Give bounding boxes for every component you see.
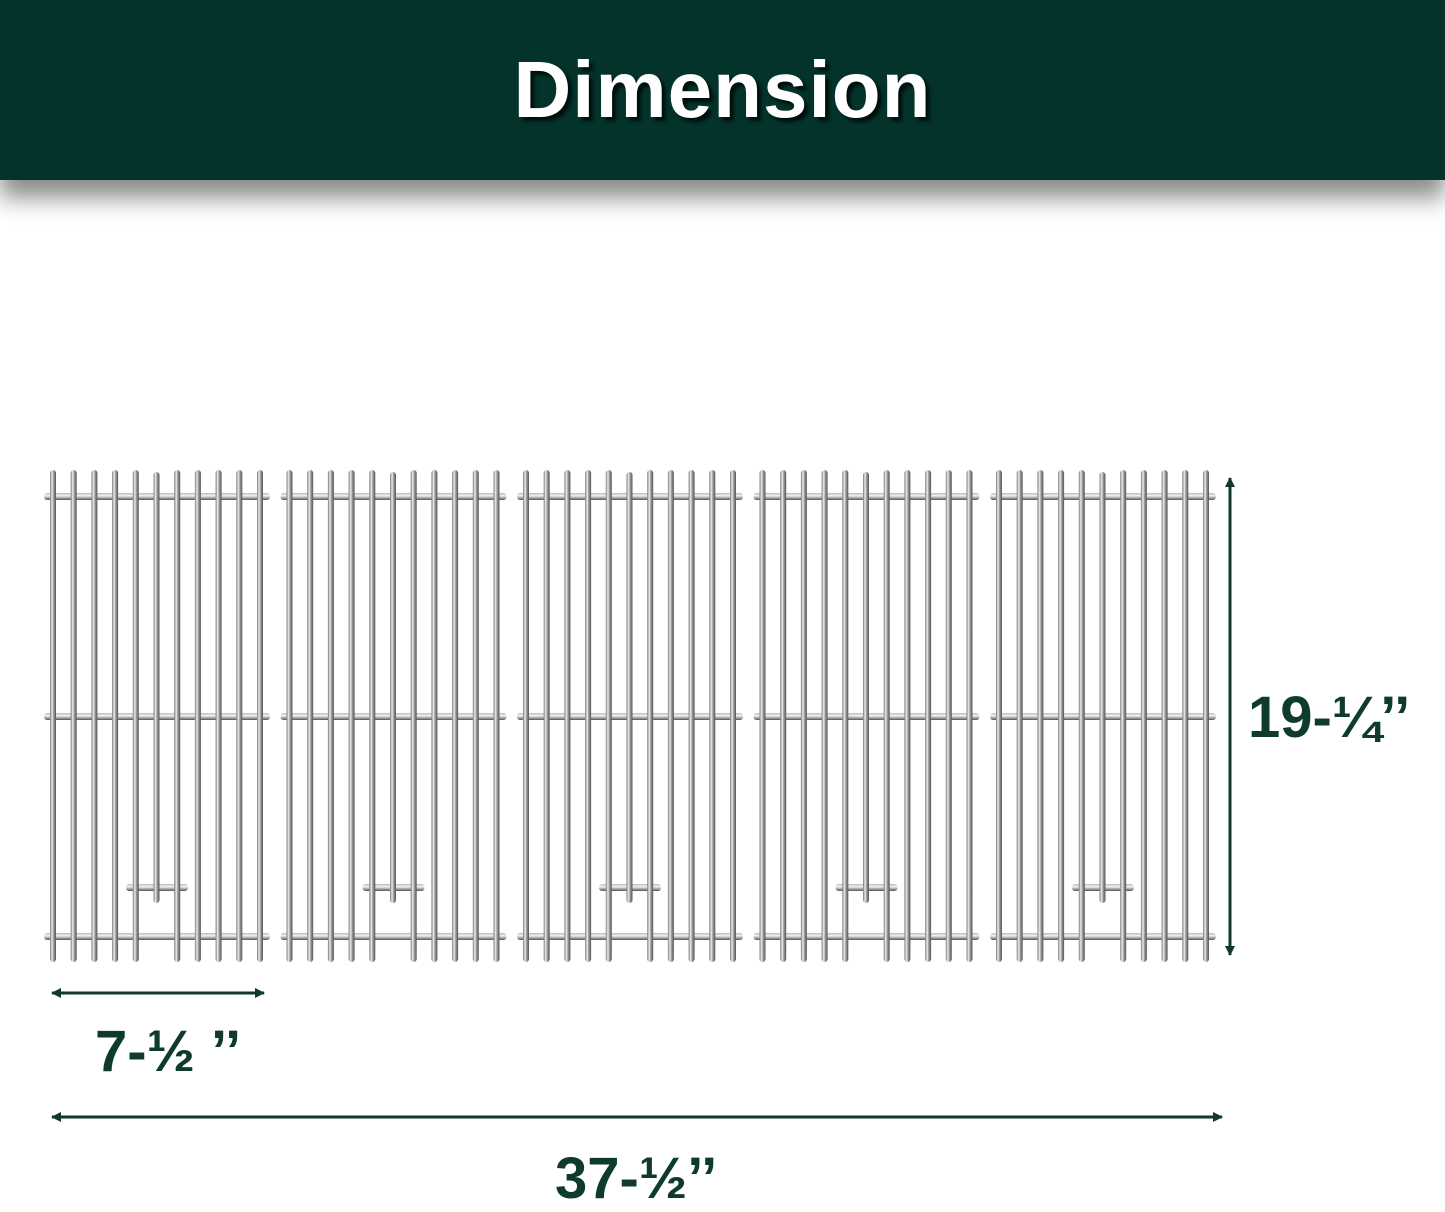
- grate-bar: [70, 470, 77, 962]
- grate-bar: [1016, 470, 1023, 962]
- grate-bar: [307, 470, 314, 962]
- grate-bar: [1078, 470, 1085, 962]
- grate-bar: [236, 470, 243, 962]
- grate: [753, 470, 980, 962]
- grate-bar: [1037, 470, 1044, 962]
- grate-bar: [327, 470, 334, 962]
- grate-bar: [1161, 470, 1168, 962]
- grate: [44, 470, 270, 962]
- grate-bar: [996, 470, 1002, 962]
- cross-bar: [990, 933, 1216, 940]
- grate-bar: [1203, 470, 1209, 962]
- grate-bar: [709, 470, 716, 962]
- grate-bar: [286, 470, 293, 962]
- grate: [990, 470, 1216, 962]
- grate-bar: [348, 470, 355, 962]
- grate-bar: [132, 470, 139, 962]
- grate-bar: [821, 470, 828, 962]
- grate: [517, 470, 743, 962]
- grate-bar: [215, 470, 222, 962]
- cross-bar: [753, 933, 980, 940]
- grate-bar: [605, 470, 612, 962]
- grate-bar: [1120, 470, 1127, 962]
- grate-bar: [925, 470, 932, 962]
- single-width-label: 7-½ ’’: [95, 1019, 242, 1084]
- grate-bar: [390, 472, 396, 903]
- grate-bar: [904, 470, 911, 962]
- grate-bar: [112, 470, 119, 962]
- grate-bar: [585, 470, 592, 962]
- grate-bar: [800, 470, 807, 962]
- grate-bar: [780, 470, 787, 962]
- grate-bar: [883, 470, 890, 962]
- grate-bar: [431, 470, 438, 962]
- grate-bar: [523, 470, 529, 962]
- grate-bar: [730, 470, 736, 962]
- grate-bar: [1058, 470, 1065, 962]
- cross-bar: [517, 933, 743, 940]
- grate-bar: [91, 470, 98, 962]
- grate-bar: [174, 470, 181, 962]
- grate-bar: [626, 472, 633, 903]
- grate: [280, 470, 507, 962]
- grate-bar: [50, 470, 56, 962]
- grate-bar: [667, 470, 674, 962]
- grate-bar: [842, 470, 849, 962]
- page-title: Dimension: [513, 45, 932, 134]
- header-banner: Dimension: [0, 0, 1445, 180]
- grate-bar: [688, 470, 695, 962]
- grate-bar: [257, 470, 263, 962]
- grate-bar: [759, 470, 766, 962]
- grate-bar: [966, 470, 973, 962]
- grate-bar: [543, 470, 550, 962]
- grate-bar: [369, 470, 376, 962]
- grate-bar: [452, 470, 459, 962]
- cross-bar: [280, 933, 507, 940]
- total-width-label: 37-½’’: [555, 1146, 718, 1211]
- grate-bar: [1182, 470, 1189, 962]
- height-label: 19-¼’’: [1248, 685, 1411, 750]
- grate-bar: [472, 470, 479, 962]
- grate-bar: [1099, 472, 1106, 903]
- cross-bar: [44, 933, 270, 940]
- grate-bar: [194, 470, 201, 962]
- grate-bar: [1140, 470, 1147, 962]
- grate-bar: [863, 472, 869, 903]
- grate-bar: [564, 470, 571, 962]
- grate-bar: [493, 470, 500, 962]
- grate-bar: [153, 472, 160, 903]
- grate-bar: [647, 470, 654, 962]
- grate-bar: [410, 470, 417, 962]
- grate-bar: [945, 470, 952, 962]
